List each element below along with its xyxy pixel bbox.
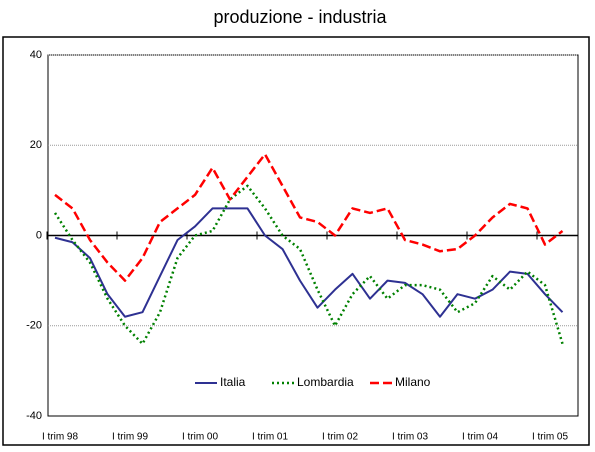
x-tick-label: I trim 01 — [252, 432, 289, 443]
legend-label: Milano — [395, 375, 431, 389]
x-tick-label: I trim 03 — [392, 432, 429, 443]
series-line — [54, 207, 564, 318]
chart-title: produzione - industria — [213, 7, 387, 27]
legend-label: Italia — [220, 375, 246, 389]
x-tick-label: I trim 04 — [462, 432, 499, 443]
x-tick-label: I trim 99 — [112, 432, 149, 443]
y-tick-label: -20 — [26, 320, 42, 332]
chart-frame — [2, 36, 590, 446]
x-tick-label: I trim 98 — [42, 432, 79, 443]
x-tick-label: I trim 05 — [532, 432, 569, 443]
series-line — [53, 184, 564, 346]
y-tick-label: 40 — [30, 49, 42, 61]
y-tick-label: 20 — [30, 139, 42, 151]
x-tick-label: I trim 00 — [182, 432, 219, 443]
x-tick-label: I trim 02 — [322, 432, 359, 443]
y-tick-label: -40 — [26, 410, 42, 422]
y-tick-label: 0 — [36, 229, 42, 241]
legend-label: Lombardia — [297, 375, 354, 389]
series-line — [54, 153, 564, 282]
